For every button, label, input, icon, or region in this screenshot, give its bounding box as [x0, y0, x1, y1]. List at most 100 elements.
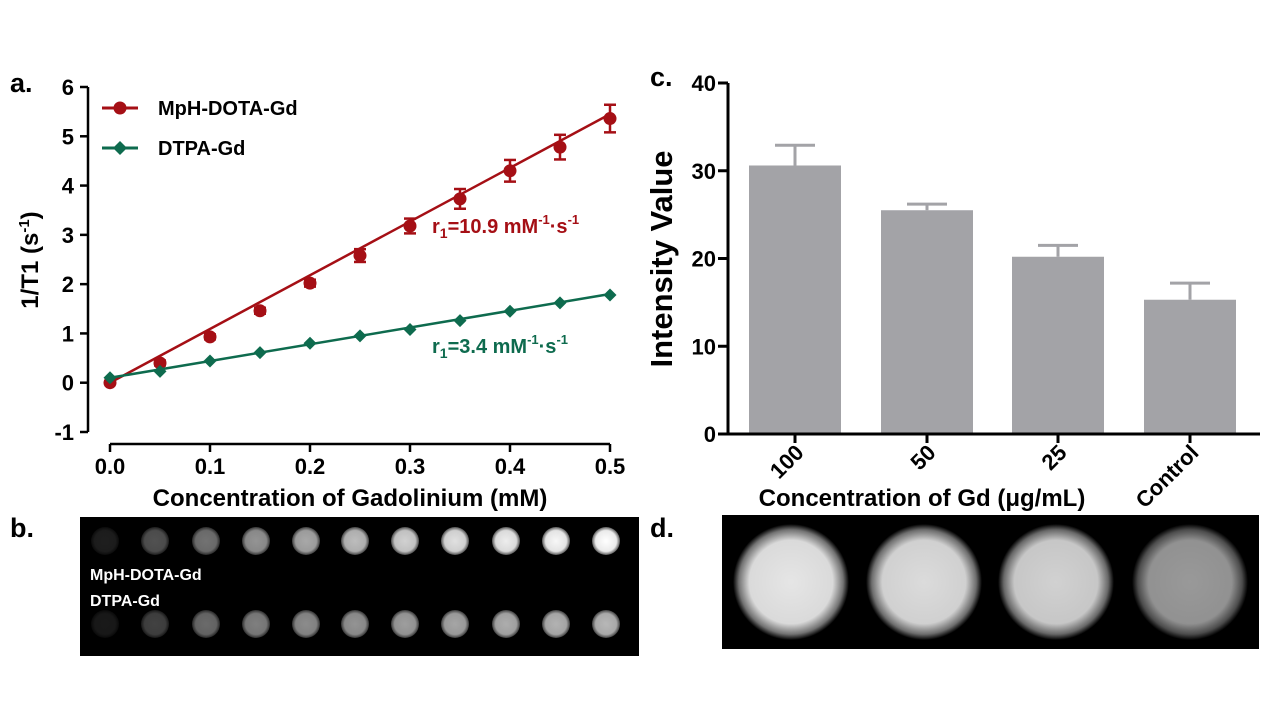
data-point: [353, 249, 367, 263]
phantom-tube: [341, 527, 369, 555]
chart-a-axes: [86, 87, 610, 446]
chart-c-y-tick-label: 10: [692, 334, 716, 359]
legend-label-dtpa-gd: DTPA-Gd: [158, 138, 245, 160]
phantom-tube: [192, 610, 220, 638]
data-point: [303, 276, 317, 290]
data-point: [553, 140, 567, 154]
chart-a-x-tick-label: 0.2: [295, 454, 326, 479]
bar: [1012, 256, 1104, 434]
chart-a-y-tick-label: 4: [62, 174, 75, 199]
chart-c-x-tick-label: 25: [1037, 440, 1072, 475]
legend-marker-diamond: [113, 141, 127, 155]
bar: [881, 210, 973, 434]
data-point: [153, 364, 167, 378]
data-point: [603, 112, 617, 126]
annotation-r1-mph-dota-gd: r1=10.9 mM-1·s-1: [432, 212, 579, 241]
chart-c-y-axis-title: Intensity Value: [644, 150, 679, 367]
data-point: [403, 219, 417, 233]
data-point: [203, 330, 217, 344]
chart-a-x-tick-label: 0.5: [595, 454, 626, 479]
chart-a-x-axis-title: Concentration of Gadolinium (mM): [153, 485, 548, 512]
chart-a-series: [103, 103, 617, 390]
chart-c-y-tick-label: 40: [692, 71, 716, 96]
chart-c-y-tick-label: 30: [692, 159, 716, 184]
chart-c-y-tick-label: 0: [704, 422, 716, 447]
phantom-tube: [91, 527, 119, 555]
chart-a-x-tick-label: 0.1: [195, 454, 226, 479]
phantom-tube: [292, 610, 320, 638]
chart-c-x-tick-label: Control: [1131, 440, 1204, 513]
data-point: [503, 164, 517, 178]
panel-label-c: c.: [650, 62, 673, 92]
phantom-tube: [441, 527, 469, 555]
data-point: [153, 356, 167, 370]
chart-a-ticks: -1 0 1 2 3 4 5 6 0.0 0.1 0.2 0.3 0.4 0.5: [54, 75, 625, 479]
phantom-sample: [733, 524, 849, 640]
chart-c-x-tick-label: 50: [906, 440, 941, 475]
data-point: [453, 192, 467, 206]
panel-label-d: d.: [650, 513, 674, 543]
phantom-tube: [391, 527, 419, 555]
relaxivity-line-chart: -1 0 1 2 3 4 5 6 0.0 0.1 0.2 0.3 0.4 0.5 Concentratio…: [16, 75, 625, 512]
phantom-tube: [542, 610, 570, 638]
chart-a-y-tick-label: 6: [62, 75, 74, 100]
phantom-sample: [1132, 524, 1248, 640]
chart-a-y-tick-label: 2: [62, 272, 74, 297]
phantom-tube: [542, 527, 570, 555]
legend-label-mph-dota-gd: MpH-DOTA-Gd: [158, 98, 298, 120]
data-point: [503, 304, 517, 318]
data-point: [453, 314, 467, 328]
mri-phantom-image-d: [722, 515, 1259, 649]
phantom-tube: [592, 610, 620, 638]
chart-c-x-tick-label: 100: [765, 440, 809, 484]
chart-a-x-tick-label: 0.3: [395, 454, 426, 479]
phantom-tube: [242, 610, 270, 638]
phantom-tube: [341, 610, 369, 638]
legend-item-dtpa-gd: DTPA-Gd: [102, 138, 245, 160]
series-mph-dota-gd: [103, 103, 617, 390]
chart-a-x-tick-label: 0.4: [495, 454, 526, 479]
phantom-tube: [141, 610, 169, 638]
chart-c-y-tick-label: 20: [692, 247, 716, 272]
phantom-tube: [91, 610, 119, 638]
chart-a-legend: MpH-DOTA-Gd DTPA-Gd: [102, 98, 298, 160]
data-point: [253, 304, 267, 318]
chart-a-y-axis-title: 1/T1 (s-1): [16, 211, 44, 308]
bar: [749, 165, 841, 435]
phantom-tube: [141, 527, 169, 555]
panel-label-a: a.: [10, 68, 33, 98]
series-dtpa-gd: [103, 288, 617, 385]
data-point: [103, 371, 117, 385]
phantom-tube: [492, 610, 520, 638]
chart-a-y-tick-label: -1: [54, 420, 74, 445]
mri-phantom-image-b: MpH-DOTA-Gd DTPA-Gd: [80, 517, 639, 656]
phantom-tube: [492, 527, 520, 555]
phantom-sample: [866, 524, 982, 640]
chart-c-bars: [749, 143, 1236, 435]
chart-a-x-tick-label: 0.0: [95, 454, 126, 479]
data-point: [303, 336, 317, 350]
chart-a-y-tick-label: 1: [62, 321, 74, 346]
legend-marker-circle: [113, 101, 127, 115]
phantom-sample: [998, 524, 1114, 640]
panel-label-b: b.: [10, 513, 34, 543]
data-point: [203, 354, 217, 368]
annotation-r1-dtpa-gd: r1=3.4 mM-1·s-1: [432, 332, 568, 361]
data-point: [253, 346, 267, 360]
chart-c-x-axis-title: Concentration of Gd (μg/mL): [759, 485, 1086, 512]
data-point: [353, 329, 367, 343]
phantom-tube: [391, 610, 419, 638]
legend-item-mph-dota-gd: MpH-DOTA-Gd: [102, 98, 298, 120]
chart-a-y-tick-label: 3: [62, 223, 74, 248]
phantom-tube: [592, 527, 620, 555]
mri-b-row-dtpa-gd: [91, 610, 620, 638]
chart-a-y-tick-label: 5: [62, 124, 74, 149]
mri-b-label-dtpa-gd: DTPA-Gd: [90, 593, 160, 610]
data-point: [603, 288, 617, 302]
phantom-tube: [242, 527, 270, 555]
bar: [1144, 299, 1236, 434]
chart-a-y-tick-label: 0: [62, 371, 74, 396]
phantom-tube: [192, 527, 220, 555]
